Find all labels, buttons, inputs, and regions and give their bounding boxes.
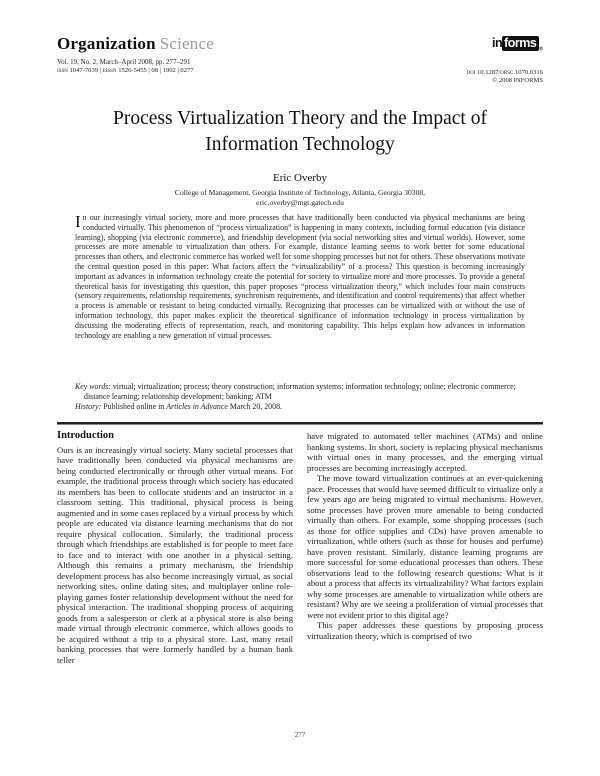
author-name: Eric Overby	[272, 172, 328, 184]
keywords-history-block: Key words: virtual; virtualization; proc…	[75, 382, 525, 411]
journal-title-bold: Organization	[57, 34, 156, 53]
page-number: 277	[294, 731, 306, 739]
volume-issue-line: Vol. 19, No. 2, March–April 2008, pp. 27…	[57, 58, 191, 66]
abstract-dropcap: I	[75, 212, 81, 231]
publisher-block: in forms ® doi 10.1287/orsc.1070.0316 © 20…	[466, 34, 543, 84]
keywords-text: virtual; virtualization; process; theory…	[84, 382, 516, 401]
history-post: March 20, 2008.	[227, 401, 282, 411]
journal-title-light: Science	[159, 34, 214, 53]
history-pre: Published online in	[101, 401, 167, 411]
keywords-line: Key words: virtual; virtualization; proc…	[75, 382, 525, 402]
left-column: Introduction Ours is an increasingly vir…	[57, 430, 294, 665]
history-line: History: Published online in Articles in…	[75, 402, 525, 412]
history-label: History:	[75, 401, 102, 411]
issn-line: issn 1047-7039 | eissn 1526-5455 | 08 | …	[57, 67, 194, 74]
right-column: have migrated to automated teller machin…	[307, 431, 543, 665]
registered-mark-icon: ®	[539, 46, 543, 53]
informs-logo: in forms ®	[492, 36, 543, 53]
abstract-text: n our increasingly virtual society, more…	[75, 213, 525, 340]
right-column-paragraph-3: This paper addresses these questions by …	[307, 620, 543, 641]
right-column-paragraph-1: have migrated to automated teller machin…	[307, 431, 543, 473]
journal-masthead: Organization Science Vol. 19, No. 2, Marc…	[57, 34, 214, 74]
journal-title: Organization Science	[57, 34, 214, 54]
author-affiliation: College of Management, Georgia Institute…	[57, 188, 543, 207]
copyright-line: © 2008 INFORMS	[492, 76, 543, 84]
history-italic: Articles in Advance	[166, 401, 228, 411]
informs-logo-box: forms	[502, 36, 540, 51]
introduction-heading: Introduction	[57, 430, 114, 441]
informs-logo-prefix: in	[491, 36, 503, 50]
body-columns: Introduction Ours is an increasingly vir…	[57, 430, 543, 665]
right-column-paragraph-2: The move toward virtualization continues…	[307, 473, 543, 620]
left-column-paragraph: Ours is an increasingly virtual society.…	[57, 444, 294, 665]
doi-line: doi 10.1287/orsc.1070.0316	[466, 68, 543, 76]
affiliation-line: College of Management, Georgia Institute…	[174, 188, 426, 197]
paper-title: Process Virtualization Theory and the Im…	[113, 108, 487, 155]
author-email: eric.overby@mgt.gatech.edu	[256, 197, 344, 207]
keywords-label: Key words:	[75, 382, 111, 391]
section-divider	[57, 422, 543, 426]
